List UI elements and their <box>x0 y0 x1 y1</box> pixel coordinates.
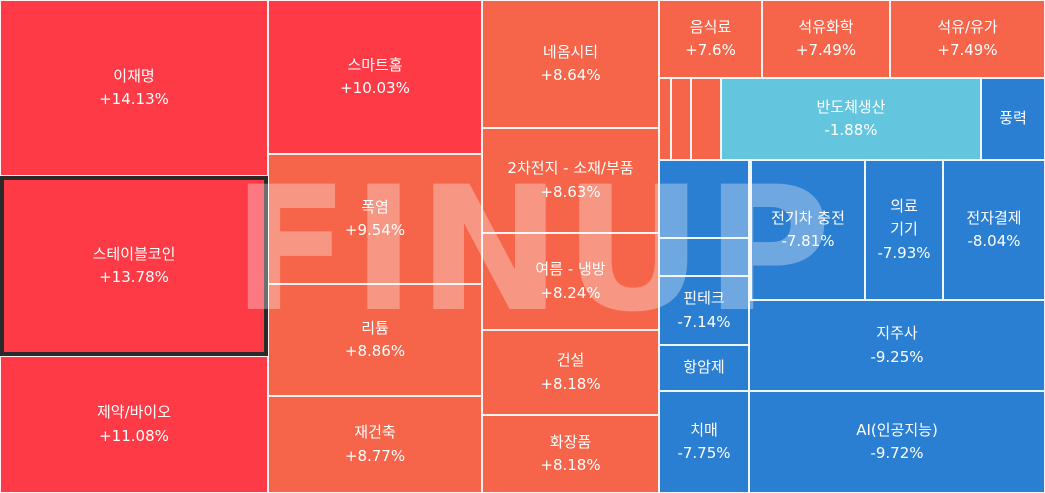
treemap-tile[interactable]: 치매 -7.75% <box>659 391 749 493</box>
tile-name: 건설 <box>556 351 585 370</box>
treemap-tile[interactable]: 스마트홈 +10.03% <box>268 0 482 154</box>
tile-name: 2차전지 - 소재/부품 <box>507 159 634 178</box>
tile-name: 음식료 <box>689 17 732 36</box>
tile-change: -7.93% <box>877 243 931 262</box>
tile-name: 제약/바이오 <box>96 403 172 422</box>
tile-change: -9.25% <box>870 347 924 366</box>
tile-name: 스마트홈 <box>347 55 403 74</box>
tile-name: 네옴시티 <box>542 42 599 61</box>
treemap-tile[interactable] <box>691 78 721 160</box>
tile-change: +10.03% <box>340 79 410 97</box>
treemap-tile[interactable]: 핀테크 -7.14% <box>659 276 749 345</box>
treemap-tile[interactable]: 전자결제 -8.04% <box>943 160 1045 300</box>
treemap-tile[interactable]: 이재명 +14.13% <box>0 0 268 176</box>
treemap-tile[interactable]: 폭염 +9.54% <box>268 154 482 284</box>
tile-change: -7.75% <box>677 444 731 462</box>
tile-name: 리튬 <box>361 318 389 337</box>
tile-name: 항암제 <box>683 358 725 377</box>
tile-change: +8.24% <box>540 283 601 302</box>
tile-name: 의료기기 <box>890 197 918 239</box>
treemap-tile[interactable]: 화장품 +8.18% <box>482 415 659 493</box>
treemap-tile[interactable]: 지주사 -9.25% <box>749 300 1045 391</box>
tile-name: 여름 - 냉방 <box>535 260 606 279</box>
tile-change: +7.49% <box>795 41 857 59</box>
treemap-tile[interactable]: 의료기기 -7.93% <box>865 160 943 300</box>
tile-change: +14.13% <box>99 90 169 108</box>
tile-name: 반도체생산 <box>816 97 886 116</box>
tile-name: 석유화학 <box>798 17 854 36</box>
tile-name: 치매 <box>690 420 718 439</box>
treemap-tile[interactable]: 반도체생산 -1.88% <box>721 78 981 160</box>
tile-change: +7.6% <box>685 41 736 59</box>
tile-name: 전자결제 <box>966 208 1022 227</box>
tile-change: -7.14% <box>677 312 731 331</box>
treemap-tile[interactable]: 전기차 충전 -7.81% <box>751 160 865 300</box>
treemap-tile[interactable] <box>659 160 749 238</box>
treemap-tile[interactable]: 항암제 <box>659 345 749 391</box>
tile-name: 전기차 충전 <box>771 208 845 227</box>
treemap-tile[interactable]: 네옴시티 +8.64% <box>482 0 659 128</box>
tile-change: +13.78% <box>99 268 169 286</box>
tile-change: +8.18% <box>540 374 601 393</box>
tile-change: -9.72% <box>870 444 924 462</box>
tile-change: +9.54% <box>344 221 406 239</box>
treemap-tile[interactable]: 음식료 +7.6% <box>659 0 762 78</box>
treemap-tile[interactable] <box>659 78 671 160</box>
treemap-tile[interactable]: 여름 - 냉방 +8.24% <box>482 233 659 330</box>
treemap-tile[interactable]: 건설 +8.18% <box>482 330 659 415</box>
tile-change: +7.49% <box>937 41 998 59</box>
treemap-tile[interactable]: 재건축 +8.77% <box>268 396 482 493</box>
treemap-tile[interactable]: AI(인공지능) -9.72% <box>749 391 1045 493</box>
tile-name: 지주사 <box>876 324 918 343</box>
treemap-tile[interactable] <box>659 238 749 276</box>
treemap-tile[interactable] <box>671 78 691 160</box>
tile-change: -1.88% <box>824 121 878 139</box>
tile-name: 핀테크 <box>683 289 725 308</box>
tile-change: +8.63% <box>540 182 601 201</box>
tile-name: 폭염 <box>361 197 389 216</box>
tile-name: 스테이블코인 <box>92 244 176 263</box>
tile-change: +8.18% <box>540 456 601 474</box>
tile-name: AI(인공지능) <box>856 420 938 439</box>
tile-name: 풍력 <box>999 109 1027 128</box>
tile-change: -8.04% <box>967 232 1021 250</box>
tile-change: +8.77% <box>344 446 406 465</box>
tile-change: -7.81% <box>781 232 835 250</box>
treemap-tile[interactable]: 석유화학 +7.49% <box>762 0 890 78</box>
treemap-tile[interactable]: 제약/바이오 +11.08% <box>0 356 268 493</box>
tile-change: +11.08% <box>99 426 169 445</box>
tile-name: 화장품 <box>549 432 592 451</box>
treemap-tile[interactable]: 2차전지 - 소재/부품 +8.63% <box>482 128 659 233</box>
tile-change: +8.86% <box>344 342 406 360</box>
tile-name: 이재명 <box>113 66 155 85</box>
treemap-tile[interactable]: 스테이블코인 +13.78% <box>0 176 268 356</box>
treemap-tile[interactable]: 풍력 <box>981 78 1045 160</box>
treemap-tile[interactable] <box>749 160 751 300</box>
tile-change: +8.64% <box>540 66 601 84</box>
treemap-tile[interactable]: 석유/유가 +7.49% <box>890 0 1045 78</box>
tile-name: 석유/유가 <box>937 17 998 36</box>
treemap-tile[interactable]: 리튬 +8.86% <box>268 284 482 396</box>
tile-name: 재건축 <box>354 423 396 442</box>
